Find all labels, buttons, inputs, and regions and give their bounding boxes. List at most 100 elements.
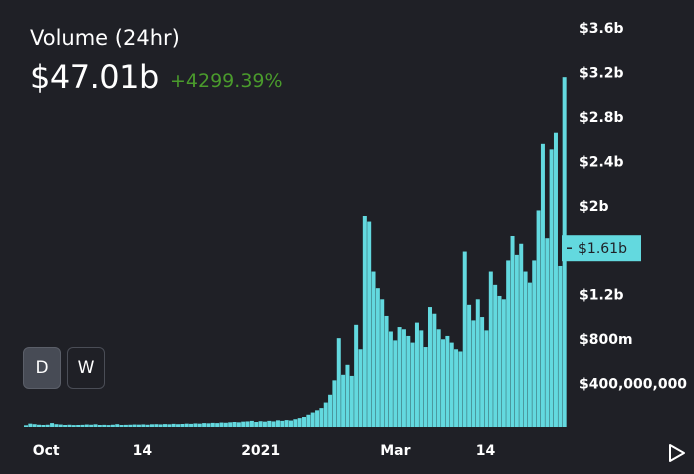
volume-bar — [427, 307, 432, 427]
volume-bar — [50, 423, 55, 427]
volume-bar — [241, 421, 246, 427]
volume-bar — [189, 423, 194, 427]
volume-bar — [514, 254, 519, 427]
volume-bar — [549, 149, 554, 427]
volume-bar — [432, 313, 437, 427]
volume-bar — [58, 424, 63, 427]
volume-bar — [106, 425, 111, 427]
y-tick-label: $1.2b — [579, 288, 624, 304]
volume-bar — [215, 423, 220, 427]
volume-bar — [454, 349, 459, 427]
volume-bar — [158, 424, 163, 427]
y-tick-label: $2.8b — [579, 110, 624, 126]
volume-bar — [193, 423, 198, 427]
y-tick-label: $2.4b — [579, 154, 624, 170]
volume-bar — [306, 414, 311, 427]
volume-bar — [488, 271, 493, 427]
volume-bar — [436, 329, 441, 427]
volume-bar — [423, 347, 428, 427]
volume-bar — [523, 271, 528, 427]
volume-bar — [315, 410, 320, 427]
volume-bar — [328, 394, 333, 427]
volume-bar — [80, 424, 85, 427]
play-icon[interactable] — [668, 443, 686, 463]
current-value-marker-label: $1.61b — [578, 241, 627, 257]
volume-bar — [367, 221, 372, 427]
volume-bar — [362, 216, 367, 427]
volume-bar — [206, 423, 211, 427]
volume-bar — [228, 422, 233, 427]
volume-bar — [115, 424, 120, 427]
volume-bar — [97, 425, 102, 427]
volume-bar — [510, 235, 515, 427]
volume-bar — [128, 424, 133, 427]
volume-bar — [527, 282, 532, 427]
volume-bar — [297, 418, 302, 427]
y-axis: $400,000,000$800m$1.2b$1.6b$2b$2.4b$2.8b… — [579, 21, 687, 392]
volume-bar — [380, 299, 385, 427]
volume-bar — [354, 324, 359, 427]
day-timeframe-button[interactable]: D — [23, 347, 61, 389]
volume-bar — [441, 339, 446, 427]
volume-bar — [149, 424, 154, 427]
current-value-marker: $1.61b — [562, 235, 641, 262]
volume-bar — [267, 420, 272, 427]
x-tick-label: Oct — [33, 443, 60, 459]
volume-bar — [332, 380, 337, 427]
volume-bar — [540, 143, 545, 427]
volume-bar — [249, 420, 254, 427]
volume-bar — [232, 422, 237, 427]
x-tick-label: Mar — [380, 443, 410, 459]
y-tick-label: $3.6b — [579, 21, 624, 37]
bar-series — [24, 77, 567, 428]
volume-bar — [519, 243, 524, 427]
volume-bar — [28, 423, 33, 427]
volume-bar — [223, 422, 228, 427]
volume-bar — [202, 423, 207, 427]
volume-bar — [123, 424, 128, 427]
volume-bar — [245, 421, 250, 427]
volume-bar — [154, 424, 159, 427]
volume-bar — [76, 425, 81, 427]
volume-bar — [532, 260, 537, 427]
volume-bar — [275, 420, 280, 427]
volume-bar — [319, 408, 324, 427]
volume-bar — [371, 271, 376, 427]
volume-bar — [284, 420, 289, 427]
volume-bar — [493, 284, 498, 427]
volume-bar — [93, 424, 98, 427]
volume-bar — [71, 425, 76, 427]
volume-bar — [536, 210, 541, 427]
volume-bar — [288, 420, 293, 427]
volume-bar — [110, 424, 115, 427]
volume-bar — [458, 351, 463, 427]
current-volume-value: $47.01b — [30, 58, 159, 96]
volume-bar — [375, 288, 380, 427]
volume-bar — [388, 331, 393, 427]
volume-bar — [210, 422, 215, 427]
volume-bar — [349, 375, 354, 427]
x-tick-label: 14 — [476, 443, 496, 459]
volume-bar — [501, 299, 506, 427]
volume-bar — [271, 421, 276, 427]
volume-bar — [184, 423, 189, 427]
week-timeframe-button[interactable]: W — [67, 347, 105, 389]
volume-bar — [293, 419, 298, 427]
volume-bar — [219, 422, 224, 427]
volume-bar — [258, 421, 263, 427]
volume-bar — [236, 422, 241, 427]
volume-bar — [323, 402, 328, 427]
y-tick-label: $2b — [579, 199, 609, 215]
volume-bar — [302, 417, 307, 427]
volume-bar — [167, 424, 172, 427]
volume-bar — [102, 424, 107, 427]
volume-bar — [553, 132, 558, 427]
volume-bar — [384, 315, 389, 427]
volume-bar — [397, 327, 402, 427]
volume-bar — [176, 424, 181, 427]
volume-bar — [67, 424, 72, 427]
volume-bar — [467, 304, 472, 427]
volume-bar — [449, 342, 454, 427]
volume-bar — [393, 340, 398, 427]
